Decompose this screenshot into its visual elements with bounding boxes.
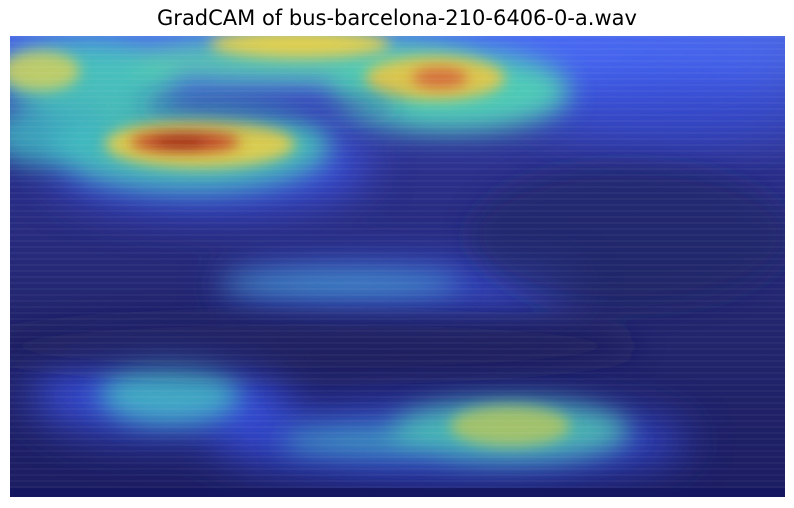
- heatmap-bottom-edge: [10, 488, 785, 497]
- spectrogram-texture: [10, 36, 785, 497]
- heatmap-canvas: [10, 36, 785, 497]
- gradcam-heatmap: [10, 36, 785, 497]
- figure-title: GradCAM of bus-barcelona-210-6406-0-a.wa…: [157, 6, 637, 30]
